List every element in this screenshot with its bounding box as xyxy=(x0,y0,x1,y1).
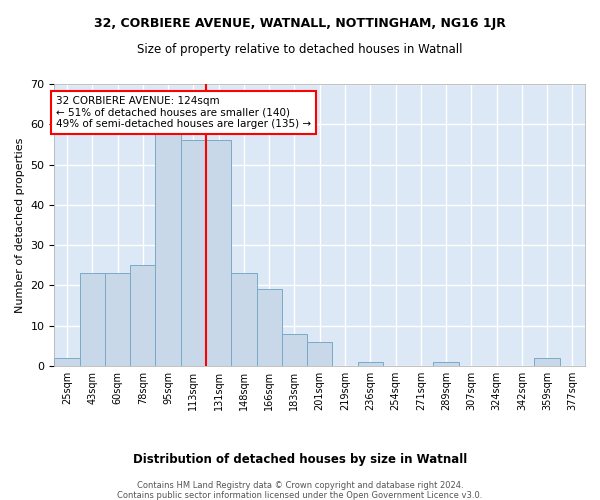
Y-axis label: Number of detached properties: Number of detached properties xyxy=(15,137,25,312)
Bar xyxy=(155,128,181,366)
Bar xyxy=(130,265,155,366)
Text: 32, CORBIERE AVENUE, WATNALL, NOTTINGHAM, NG16 1JR: 32, CORBIERE AVENUE, WATNALL, NOTTINGHAM… xyxy=(94,18,506,30)
Bar xyxy=(358,362,383,366)
Bar xyxy=(181,140,206,366)
Bar xyxy=(80,273,105,366)
Text: Distribution of detached houses by size in Watnall: Distribution of detached houses by size … xyxy=(133,452,467,466)
Bar xyxy=(55,358,80,366)
Bar xyxy=(105,273,130,366)
Bar xyxy=(307,342,332,366)
Bar xyxy=(282,334,307,366)
Bar xyxy=(433,362,458,366)
Text: Contains HM Land Registry data © Crown copyright and database right 2024.: Contains HM Land Registry data © Crown c… xyxy=(137,481,463,490)
Bar xyxy=(206,140,231,366)
Text: Size of property relative to detached houses in Watnall: Size of property relative to detached ho… xyxy=(137,42,463,56)
Bar xyxy=(535,358,560,366)
Text: Contains public sector information licensed under the Open Government Licence v3: Contains public sector information licen… xyxy=(118,491,482,500)
Text: 32 CORBIERE AVENUE: 124sqm
← 51% of detached houses are smaller (140)
49% of sem: 32 CORBIERE AVENUE: 124sqm ← 51% of deta… xyxy=(56,96,311,130)
Bar xyxy=(257,290,282,366)
Bar xyxy=(231,273,257,366)
